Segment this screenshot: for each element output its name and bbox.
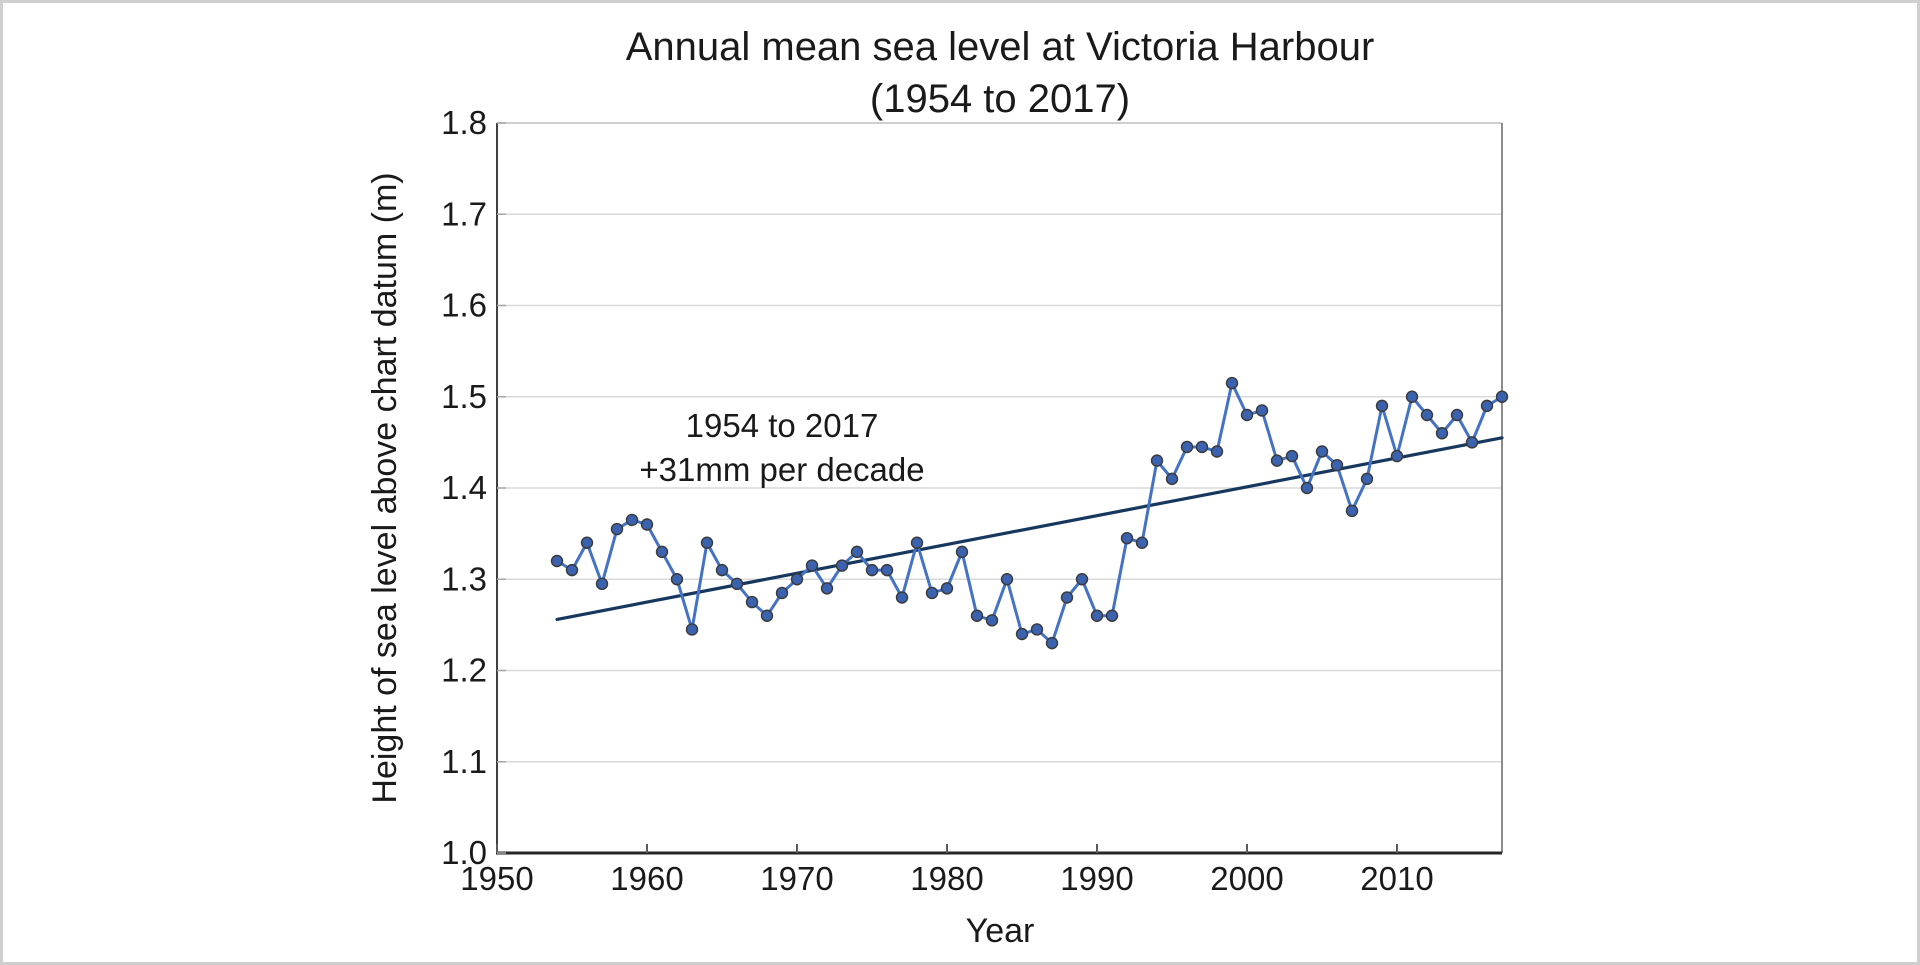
data-point <box>1105 609 1119 622</box>
data-point <box>715 563 729 577</box>
y-tick-label: 1.7 <box>441 195 487 232</box>
data-point <box>970 609 984 622</box>
data-point <box>1315 445 1329 458</box>
gridlines-group <box>497 213 1502 763</box>
data-point <box>1195 440 1209 454</box>
data-point <box>895 591 909 604</box>
data-point <box>700 536 714 549</box>
data-point <box>1120 531 1134 545</box>
chart-title-line1: Annual mean sea level at Victoria Harbou… <box>626 25 1375 69</box>
data-point <box>835 559 849 572</box>
data-point <box>1015 627 1029 641</box>
x-tick-label: 1950 <box>460 860 533 897</box>
data-point <box>1465 436 1479 449</box>
data-point <box>805 559 819 572</box>
data-point <box>955 545 969 559</box>
data-point <box>880 563 894 577</box>
data-point <box>1495 390 1509 403</box>
y-tick-label: 1.5 <box>441 378 487 415</box>
chart-title-line2: (1954 to 2017) <box>870 77 1130 121</box>
y-tick-label: 1.4 <box>441 469 487 506</box>
x-tick-label: 1990 <box>1060 860 1133 897</box>
data-point <box>1075 573 1089 586</box>
data-point <box>850 545 864 559</box>
data-point <box>1045 636 1059 650</box>
data-point <box>1420 408 1434 422</box>
data-point <box>685 623 699 636</box>
y-tick-label: 1.6 <box>441 287 487 324</box>
data-point <box>985 614 999 627</box>
data-point <box>595 577 609 591</box>
data-point <box>1030 623 1044 636</box>
x-tick-label: 2010 <box>1360 860 1433 897</box>
data-point <box>1360 472 1374 486</box>
data-series-group <box>550 376 1509 650</box>
data-point <box>565 563 579 577</box>
data-point <box>640 518 654 531</box>
data-point <box>925 586 939 600</box>
trendline-group <box>555 436 1504 622</box>
data-point <box>1000 573 1014 586</box>
data-point <box>940 582 954 595</box>
tick-labels-group: 1950 1960 1970 1980 1990 2000 2010 1.0 1.1 1.2 1.3… <box>441 104 1434 897</box>
data-point <box>1210 445 1224 458</box>
data-point <box>1135 536 1149 549</box>
x-tick-label: 2000 <box>1210 860 1283 897</box>
data-point <box>670 573 684 586</box>
data-point <box>1270 454 1284 467</box>
x-tick-label: 1980 <box>910 860 983 897</box>
data-point <box>550 554 564 568</box>
tick-marks-group <box>496 122 1398 854</box>
data-point <box>1300 481 1314 495</box>
data-point <box>910 536 924 549</box>
y-tick-label: 1.8 <box>441 104 487 141</box>
x-tick-label: 1960 <box>610 860 683 897</box>
data-point <box>1345 504 1359 518</box>
data-point <box>1150 454 1164 467</box>
data-point <box>1255 404 1269 417</box>
data-point <box>625 513 639 527</box>
trend-annotation-line1: 1954 to 2017 <box>686 407 879 444</box>
trend-line <box>555 436 1504 622</box>
y-tick-label: 1.0 <box>441 834 487 871</box>
data-point <box>1180 440 1194 454</box>
data-point <box>1240 408 1254 422</box>
data-point <box>580 536 594 549</box>
data-point <box>1375 399 1389 413</box>
x-tick-label: 1970 <box>760 860 833 897</box>
data-point <box>820 582 834 595</box>
data-point <box>775 586 789 600</box>
data-point <box>1450 408 1464 422</box>
y-tick-label: 1.2 <box>441 652 487 689</box>
data-point <box>760 609 774 622</box>
trend-annotation-line2: +31mm per decade <box>639 451 924 488</box>
data-point <box>1285 449 1299 463</box>
data-point <box>1390 449 1404 463</box>
x-axis-title: Year <box>966 912 1035 950</box>
y-tick-label: 1.1 <box>441 743 487 780</box>
data-point <box>1480 399 1494 413</box>
data-point <box>1330 458 1344 472</box>
data-point <box>1225 376 1239 390</box>
data-point <box>655 545 669 559</box>
data-point <box>730 577 744 591</box>
data-point <box>1060 591 1074 604</box>
data-point <box>865 563 879 577</box>
data-point <box>745 595 759 609</box>
data-point <box>1165 472 1179 486</box>
data-point <box>610 522 624 536</box>
data-point <box>1405 390 1419 403</box>
data-point <box>1435 427 1449 440</box>
y-tick-label: 1.3 <box>441 560 487 597</box>
data-point <box>790 573 804 586</box>
data-point <box>1090 609 1104 622</box>
y-axis-title: Height of sea level above chart datum (m… <box>366 172 404 803</box>
series-line <box>555 381 1504 645</box>
